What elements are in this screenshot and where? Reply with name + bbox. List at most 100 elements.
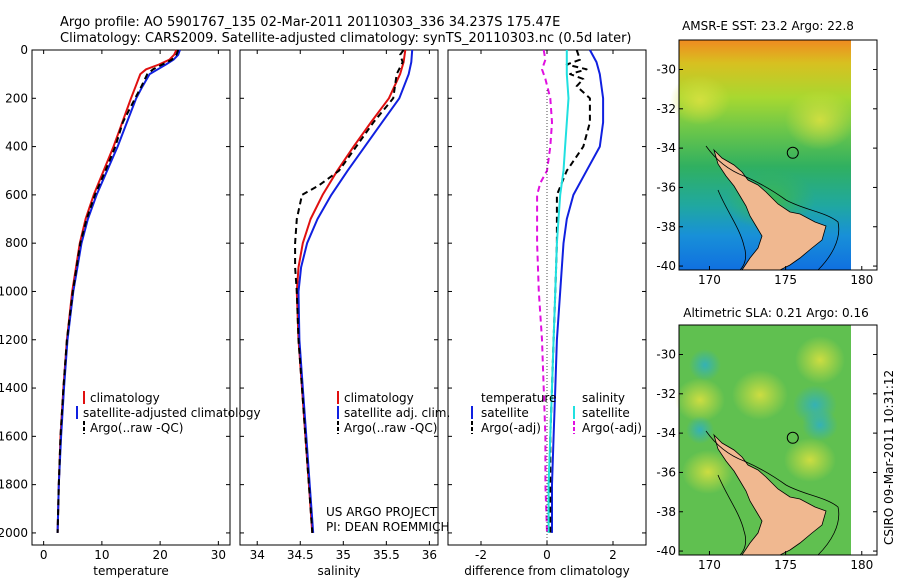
- credit-line-1: US ARGO PROJECT: [326, 505, 438, 519]
- y-tick-label: -38: [656, 220, 676, 234]
- y-tick-label: -34: [656, 141, 676, 155]
- sla-low-patch: [802, 409, 838, 441]
- shelf-contour: [705, 145, 840, 271]
- y-tick-label: 800: [5, 236, 28, 250]
- x-tick-label: 180: [850, 558, 873, 572]
- new-zealand-landmass: [713, 148, 827, 271]
- x-tick-label: 175: [774, 558, 797, 572]
- map-blank-strip: [851, 40, 877, 270]
- header-line-1: Argo profile: AO 5901767_135 02-Mar-2011…: [60, 15, 560, 30]
- sst-warm-patch: [670, 75, 730, 125]
- series-line: [297, 49, 414, 533]
- y-tick-label: 1600: [0, 429, 28, 443]
- sla-high-patch: [675, 378, 725, 422]
- y-tick-label: 1200: [0, 333, 28, 347]
- x-axis-label: temperature: [93, 564, 168, 578]
- offshore-contour: [717, 189, 747, 271]
- y-tick-label: -40: [656, 259, 676, 273]
- x-tick-label: 2: [609, 548, 617, 562]
- y-tick-label: -30: [656, 347, 676, 361]
- y-tick-label: -32: [656, 102, 676, 116]
- temperature-panel-frame: [31, 49, 231, 546]
- x-tick-label: 170: [698, 273, 721, 287]
- header-line-2: Climatology: CARS2009. Satellite-adjuste…: [60, 31, 632, 46]
- sst-map-frame: [678, 39, 878, 271]
- x-axis-label: salinity: [317, 564, 360, 578]
- y-tick-label: 1400: [0, 381, 28, 395]
- series-line: [547, 50, 570, 533]
- y-tick-label: 0: [20, 43, 28, 57]
- y-tick-label: -36: [656, 465, 676, 479]
- series-line: [295, 49, 407, 533]
- series-line: [294, 49, 405, 533]
- sla-high-patch: [682, 450, 734, 494]
- legend-label-satellite: satellite-adjusted climatology: [83, 406, 261, 420]
- argo-float-marker: [786, 146, 799, 159]
- salinity-legend: climatology satellite adj. clim. Argo(..…: [337, 391, 450, 435]
- y-tick-label: 1800: [0, 478, 28, 492]
- sla-map: 170 175 180 -30 -32 -34 -36 -38 -40: [656, 324, 878, 572]
- y-tick-label: -34: [656, 426, 676, 440]
- side-timestamp: CSIRO 09-Mar-2011 10:31:12: [882, 370, 896, 545]
- legend-label-salinity-argo: Argo(-adj): [582, 421, 642, 435]
- y-tick-label: 1000: [0, 284, 28, 298]
- legend-label-temperature-argo: Argo(-adj): [481, 421, 541, 435]
- y-tick-label: -32: [656, 387, 676, 401]
- x-axis-label: difference from climatology: [464, 564, 630, 578]
- y-tick-label: -36: [656, 180, 676, 194]
- sla-high-patch: [795, 336, 845, 384]
- sst-warm-patch: [785, 90, 855, 150]
- x-tick-label: 35: [336, 548, 351, 562]
- x-tick-label: 170: [698, 558, 721, 572]
- x-tick-label: 30: [211, 548, 226, 562]
- series-line: [551, 49, 605, 533]
- legend-group-title-temperature: temperature: [481, 391, 556, 405]
- series-line: [56, 49, 181, 533]
- x-tick-label: 175: [774, 273, 797, 287]
- x-tick-label: 0: [543, 548, 551, 562]
- y-tick-label: -40: [656, 544, 676, 558]
- salinity-panel-frame: [239, 49, 439, 546]
- credit-line-2: PI: DEAN ROEMMICH: [326, 520, 449, 534]
- sla-high-patch: [732, 370, 788, 420]
- difference-legend: temperature satellite Argo(-adj) salinit…: [471, 391, 642, 435]
- shelf-contour: [705, 430, 840, 556]
- sla-map-frame: [678, 324, 878, 556]
- sst-map-axes: 170 175 180 -30 -32 -34 -36 -38 -40: [656, 62, 877, 287]
- x-tick-label: 180: [850, 273, 873, 287]
- temperature-legend: climatology satellite-adjusted climatolo…: [76, 391, 261, 435]
- temperature-panel: 0 10 20 30 temperature 0 200 400 600 800 1000 1200 1…: [0, 43, 230, 578]
- x-tick-label: 34.5: [287, 548, 314, 562]
- legend-label-argo: Argo(..raw -QC): [90, 421, 183, 435]
- x-tick-label: 0: [40, 548, 48, 562]
- x-tick-label: 10: [94, 548, 109, 562]
- argo-float-marker: [786, 431, 799, 444]
- y-tick-label: 200: [5, 91, 28, 105]
- sla-low-patch: [689, 349, 721, 381]
- sla-high-patch: [784, 438, 836, 482]
- sst-map: 170 175 180 -30 -32 -34 -36 -38 -40: [656, 39, 878, 287]
- sla-low-patch: [686, 416, 714, 444]
- sla-map-axes: 170 175 180 -30 -32 -34 -36 -38 -40: [656, 347, 877, 572]
- legend-label-climatology: climatology: [90, 391, 160, 405]
- y-tick-label: 400: [5, 140, 28, 154]
- legend-label-temperature-satellite: satellite: [481, 406, 529, 420]
- legend-group-title-salinity: salinity: [582, 391, 625, 405]
- legend-label-salinity-satellite: satellite: [582, 406, 630, 420]
- sla-map-title: Altimetric SLA: 0.21 Argo: 0.16: [683, 306, 868, 320]
- y-tick-label: 600: [5, 188, 28, 202]
- y-tick-label: -30: [656, 62, 676, 76]
- x-tick-label: 34: [250, 548, 265, 562]
- x-tick-label: 36: [422, 548, 437, 562]
- x-tick-label: -2: [475, 548, 487, 562]
- difference-panel: -2 0 2 difference from climatology: [448, 49, 646, 578]
- legend-label-argo: Argo(..raw -QC): [344, 421, 437, 435]
- x-tick-label: 35.5: [373, 548, 400, 562]
- x-tick-label: 20: [152, 548, 167, 562]
- series-line: [536, 49, 553, 533]
- salinity-panel: 34 34.5 35 35.5 36 salinity: [240, 49, 438, 578]
- y-tick-label: 2000: [0, 526, 28, 540]
- series-line: [56, 49, 178, 533]
- sst-map-title: AMSR-E SST: 23.2 Argo: 22.8: [682, 19, 854, 33]
